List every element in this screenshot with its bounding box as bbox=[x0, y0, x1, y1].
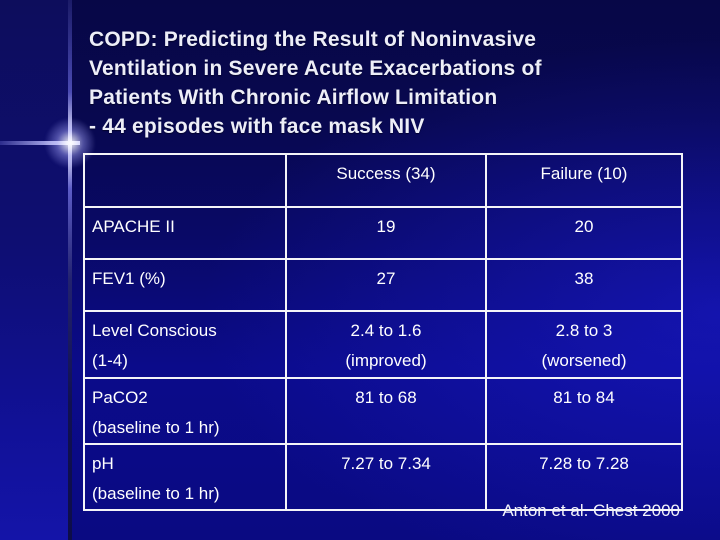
failure-value-line: 81 to 84 bbox=[553, 388, 615, 407]
horizontal-accent-line bbox=[0, 141, 80, 145]
failure-value-line: 7.28 to 7.28 bbox=[539, 454, 629, 473]
header-empty-cell bbox=[83, 153, 287, 208]
success-value-line: 19 bbox=[376, 217, 396, 236]
failure-value-line: (worsened) bbox=[541, 351, 627, 370]
success-value: 7.27 to 7.34 bbox=[285, 443, 487, 511]
failure-value: 7.28 to 7.28 bbox=[485, 443, 683, 511]
vertical-accent-line bbox=[68, 0, 72, 540]
failure-value-line: 2.8 to 3 bbox=[555, 321, 613, 340]
failure-value: 2.8 to 3 (worsened) bbox=[485, 310, 683, 379]
success-value: 19 bbox=[285, 206, 487, 260]
row-label-line: PaCO2 bbox=[92, 388, 148, 407]
title-line-4: - 44 episodes with face mask NIV bbox=[89, 115, 425, 138]
table-row: pH (baseline to 1 hr) 7.27 to 7.34 7.28 … bbox=[83, 443, 683, 511]
row-label: APACHE II bbox=[83, 206, 287, 260]
header-success: Success (34) bbox=[285, 153, 487, 208]
row-label-line: pH bbox=[92, 454, 114, 473]
failure-value: 38 bbox=[485, 258, 683, 312]
row-label: FEV1 (%) bbox=[83, 258, 287, 312]
success-value: 81 to 68 bbox=[285, 377, 487, 445]
row-label-line: APACHE II bbox=[92, 217, 175, 236]
table-row: Level Conscious (1-4) 2.4 to 1.6 (improv… bbox=[83, 310, 683, 379]
table-row: APACHE II 19 20 bbox=[83, 206, 683, 260]
left-accent-band bbox=[0, 0, 68, 540]
row-label-line: (baseline to 1 hr) bbox=[92, 484, 220, 503]
success-value-line: 27 bbox=[376, 269, 396, 288]
results-table: Success (34) Failure (10) APACHE II 19 2… bbox=[83, 153, 683, 511]
table-header-row: Success (34) Failure (10) bbox=[83, 153, 683, 208]
failure-value: 20 bbox=[485, 206, 683, 260]
row-label-line: (baseline to 1 hr) bbox=[92, 418, 220, 437]
table-row: PaCO2 (baseline to 1 hr) 81 to 68 81 to … bbox=[83, 377, 683, 445]
title-line-3: Patients With Chronic Airflow Limitation bbox=[89, 86, 498, 109]
slide-title: COPD: Predicting the Result of Noninvasi… bbox=[89, 25, 679, 141]
success-value-line: 2.4 to 1.6 bbox=[350, 321, 422, 340]
row-label-line: Level Conscious bbox=[92, 321, 217, 340]
success-value: 2.4 to 1.6 (improved) bbox=[285, 310, 487, 379]
title-line-2: Ventilation in Severe Acute Exacerbation… bbox=[89, 57, 542, 80]
failure-value: 81 to 84 bbox=[485, 377, 683, 445]
failure-value-line: 20 bbox=[574, 217, 594, 236]
row-label: pH (baseline to 1 hr) bbox=[83, 443, 287, 511]
row-label-line: (1-4) bbox=[92, 351, 128, 370]
header-failure: Failure (10) bbox=[485, 153, 683, 208]
row-label-line: FEV1 (%) bbox=[92, 269, 166, 288]
row-label: PaCO2 (baseline to 1 hr) bbox=[83, 377, 287, 445]
failure-value-line: 38 bbox=[574, 269, 594, 288]
row-label: Level Conscious (1-4) bbox=[83, 310, 287, 379]
title-line-1: COPD: Predicting the Result of Noninvasi… bbox=[89, 28, 537, 51]
success-value-line: 81 to 68 bbox=[355, 388, 417, 407]
success-value-line: 7.27 to 7.34 bbox=[341, 454, 431, 473]
success-value: 27 bbox=[285, 258, 487, 312]
success-value-line: (improved) bbox=[345, 351, 427, 370]
table-row: FEV1 (%) 27 38 bbox=[83, 258, 683, 312]
citation-text: Anton et al. Chest 2000 bbox=[502, 501, 680, 520]
